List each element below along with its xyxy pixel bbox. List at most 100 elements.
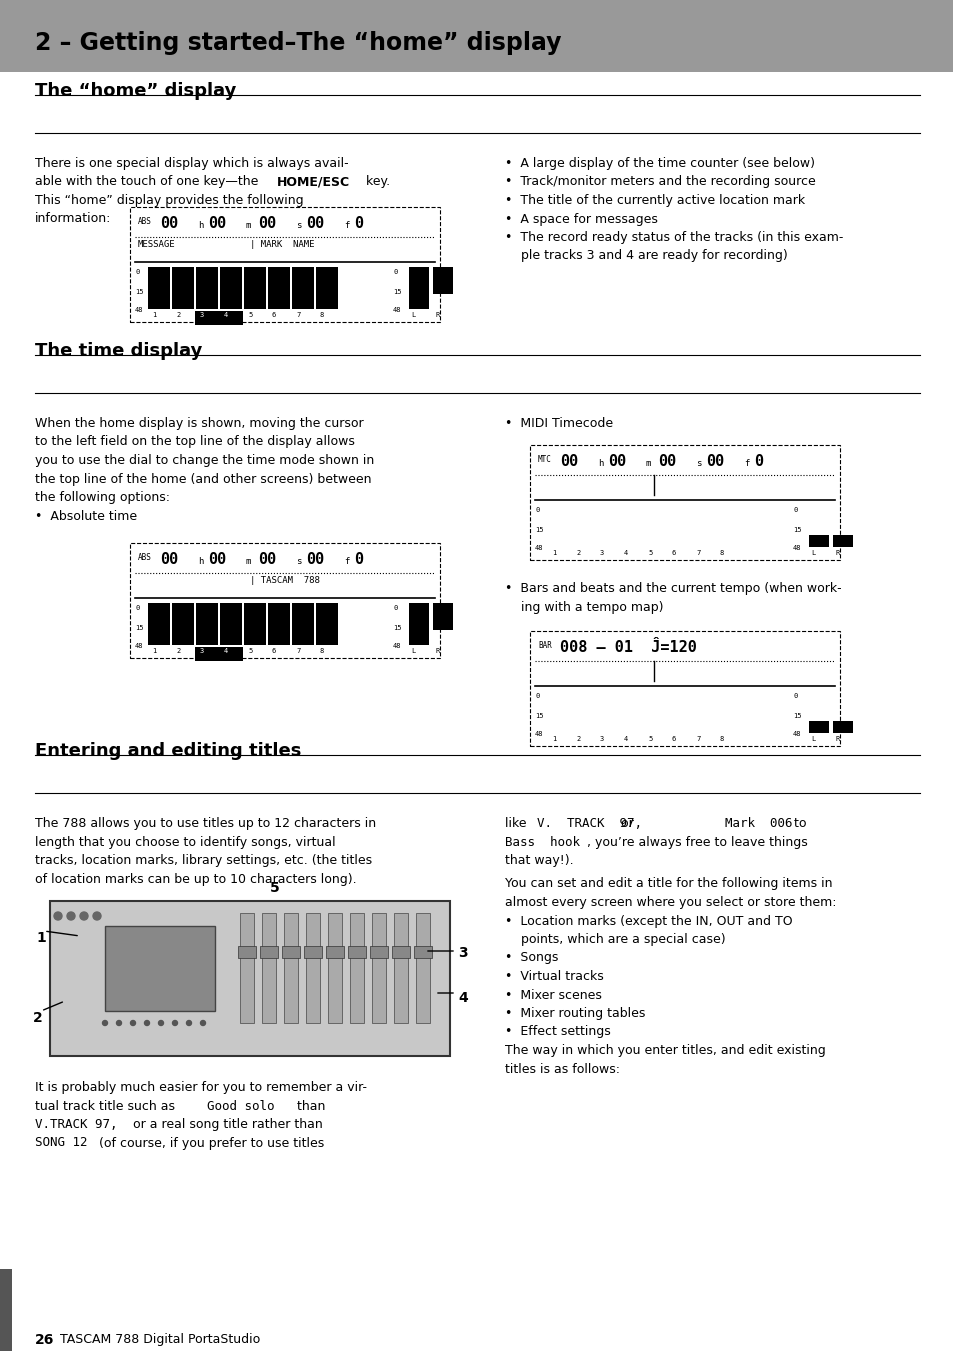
Text: •  Track/monitor meters and the recording source: • Track/monitor meters and the recording…	[504, 176, 815, 189]
Text: 7: 7	[696, 736, 700, 742]
Text: h: h	[198, 222, 203, 230]
Text: 5: 5	[647, 550, 652, 557]
Text: 3: 3	[200, 312, 204, 317]
Text: f: f	[743, 459, 749, 467]
Bar	[0, 0, 953, 72]
Bar	[372, 913, 386, 1023]
Text: 3: 3	[599, 550, 603, 557]
Text: ing with a tempo map): ing with a tempo map)	[504, 600, 662, 613]
Text: m: m	[246, 222, 251, 230]
Text: titles is as follows:: titles is as follows:	[504, 1062, 619, 1075]
Bar	[350, 913, 364, 1023]
Text: 48: 48	[792, 731, 801, 738]
Text: You can set and edit a title for the following items in: You can set and edit a title for the fol…	[504, 878, 832, 890]
Text: 48: 48	[393, 307, 401, 313]
Text: 15: 15	[792, 713, 801, 719]
Text: | TASCAM  788: | TASCAM 788	[250, 576, 319, 585]
Text: 0: 0	[135, 269, 139, 276]
Text: 1: 1	[152, 648, 156, 654]
Text: •  The title of the currently active location mark: • The title of the currently active loca…	[504, 195, 804, 207]
Text: 15: 15	[135, 289, 143, 295]
Text: 00: 00	[257, 553, 276, 567]
Text: you to use the dial to change the time mode shown in: you to use the dial to change the time m…	[35, 454, 374, 467]
Text: SONG 12: SONG 12	[35, 1136, 88, 1150]
Bar	[433, 603, 453, 631]
Text: L: L	[810, 736, 815, 742]
Bar	[194, 647, 219, 661]
Bar	[409, 267, 429, 309]
Text: Entering and editing titles: Entering and editing titles	[35, 742, 301, 761]
Text: 3: 3	[457, 946, 467, 961]
Text: 4: 4	[623, 736, 628, 742]
Bar	[268, 603, 290, 644]
Text: •  A space for messages: • A space for messages	[504, 212, 658, 226]
Text: 48: 48	[535, 544, 543, 551]
Bar	[268, 267, 290, 309]
Text: 4: 4	[457, 992, 467, 1005]
Text: 15: 15	[535, 527, 543, 534]
Text: MESSAGE: MESSAGE	[138, 240, 175, 249]
Bar	[304, 946, 322, 958]
Text: •  Effect settings: • Effect settings	[504, 1025, 610, 1039]
Text: m: m	[645, 459, 651, 467]
Bar	[315, 603, 337, 644]
Bar	[416, 913, 430, 1023]
Text: m: m	[246, 557, 251, 566]
Text: 48: 48	[135, 643, 143, 648]
Circle shape	[172, 1020, 177, 1025]
Bar	[348, 946, 366, 958]
Bar	[370, 946, 388, 958]
Text: 00: 00	[306, 553, 324, 567]
Circle shape	[116, 1020, 121, 1025]
Text: 00: 00	[705, 454, 723, 469]
Text: R: R	[435, 312, 438, 317]
Text: that way!).: that way!).	[504, 854, 573, 867]
Text: 0: 0	[393, 269, 396, 276]
Text: like: like	[504, 817, 530, 830]
Text: able with the touch of one key—the: able with the touch of one key—the	[35, 176, 262, 189]
Circle shape	[102, 1020, 108, 1025]
Text: the top line of the home (and other screens) between: the top line of the home (and other scre…	[35, 473, 371, 485]
Text: 5: 5	[270, 881, 279, 894]
Circle shape	[54, 912, 62, 920]
Text: 00: 00	[160, 553, 178, 567]
Text: 00: 00	[208, 216, 226, 231]
Bar	[530, 631, 840, 746]
Text: •  The record ready status of the tracks (in this exam-: • The record ready status of the tracks …	[504, 231, 842, 245]
Text: 8: 8	[720, 550, 723, 557]
Bar	[392, 946, 410, 958]
Text: to the left field on the top line of the display allows: to the left field on the top line of the…	[35, 435, 355, 449]
Text: 48: 48	[393, 643, 401, 648]
Text: •  Mixer scenes: • Mixer scenes	[504, 989, 601, 1001]
Text: •  A large display of the time counter (see below): • A large display of the time counter (s…	[504, 157, 814, 170]
Bar	[530, 444, 840, 561]
Text: The time display: The time display	[35, 342, 202, 359]
Text: 6: 6	[671, 550, 676, 557]
Text: Good solo: Good solo	[207, 1100, 274, 1112]
Text: TASCAM 788 Digital PortaStudio: TASCAM 788 Digital PortaStudio	[60, 1333, 260, 1346]
Bar	[148, 603, 170, 644]
Text: s: s	[295, 557, 301, 566]
Text: 26: 26	[35, 1333, 54, 1347]
Text: 2: 2	[33, 1011, 43, 1025]
Bar	[284, 913, 297, 1023]
Bar	[237, 946, 255, 958]
Text: f: f	[344, 222, 349, 230]
Text: 5: 5	[248, 648, 252, 654]
Text: 3: 3	[599, 736, 603, 742]
Text: R: R	[834, 550, 839, 557]
Bar	[262, 913, 275, 1023]
Bar	[172, 267, 193, 309]
Text: 15: 15	[393, 289, 401, 295]
Text: 8: 8	[720, 736, 723, 742]
Text: 5: 5	[248, 312, 252, 317]
Text: ABS: ABS	[138, 553, 152, 562]
Circle shape	[67, 912, 75, 920]
Text: of location marks can be up to 10 characters long).: of location marks can be up to 10 charac…	[35, 873, 356, 885]
Text: information:: information:	[35, 212, 112, 226]
Text: 008 – 01  Ĵ=120: 008 – 01 Ĵ=120	[559, 640, 696, 655]
Text: , you’re always free to leave things: , you’re always free to leave things	[586, 835, 807, 848]
Text: ABS: ABS	[138, 218, 152, 226]
Text: L: L	[411, 312, 415, 317]
Text: 4: 4	[224, 648, 228, 654]
